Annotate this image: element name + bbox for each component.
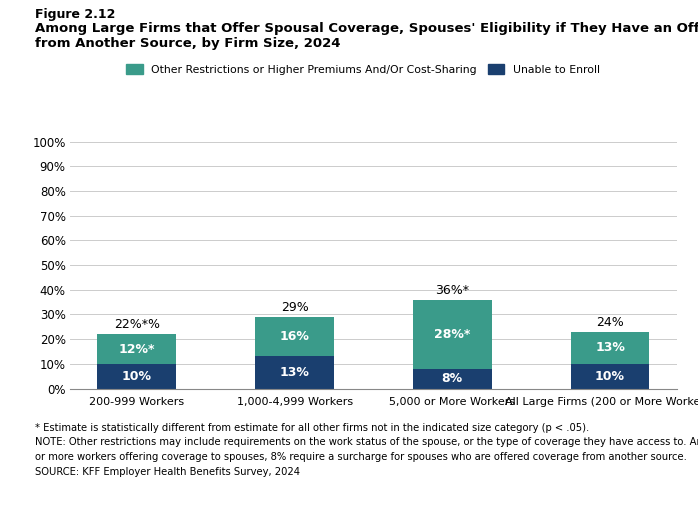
Text: 8%: 8%	[442, 372, 463, 385]
Text: or more workers offering coverage to spouses, 8% require a surcharge for spouses: or more workers offering coverage to spo…	[35, 452, 687, 462]
Text: Figure 2.12: Figure 2.12	[35, 8, 115, 21]
Text: NOTE: Other restrictions may include requirements on the work status of the spou: NOTE: Other restrictions may include req…	[35, 437, 698, 447]
Bar	[413, 369, 491, 388]
Bar	[98, 364, 177, 388]
Text: SOURCE: KFF Employer Health Benefits Survey, 2024: SOURCE: KFF Employer Health Benefits Sur…	[35, 467, 300, 477]
Text: * Estimate is statistically different from estimate for all other firms not in t: * Estimate is statistically different fr…	[35, 423, 589, 433]
Bar	[98, 334, 177, 364]
Text: 13%: 13%	[595, 341, 625, 354]
Text: 16%: 16%	[280, 330, 309, 343]
Text: 36%*: 36%*	[436, 284, 469, 297]
Bar	[255, 356, 334, 388]
Text: 29%: 29%	[281, 301, 309, 314]
Text: from Another Source, by Firm Size, 2024: from Another Source, by Firm Size, 2024	[35, 37, 341, 50]
Text: 28%*: 28%*	[434, 328, 470, 341]
Text: 10%: 10%	[122, 370, 152, 383]
Bar	[570, 364, 649, 388]
Bar	[255, 317, 334, 356]
Text: 13%: 13%	[280, 366, 309, 379]
Text: 24%: 24%	[596, 316, 624, 329]
Legend: Other Restrictions or Higher Premiums And/Or Cost-Sharing, Unable to Enroll: Other Restrictions or Higher Premiums An…	[123, 60, 603, 78]
Bar	[570, 332, 649, 364]
Text: 12%*: 12%*	[119, 342, 155, 355]
Text: 22%*%: 22%*%	[114, 318, 160, 331]
Text: Among Large Firms that Offer Spousal Coverage, Spouses' Eligibility if They Have: Among Large Firms that Offer Spousal Cov…	[35, 22, 698, 35]
Bar	[413, 300, 491, 369]
Text: 10%: 10%	[595, 370, 625, 383]
